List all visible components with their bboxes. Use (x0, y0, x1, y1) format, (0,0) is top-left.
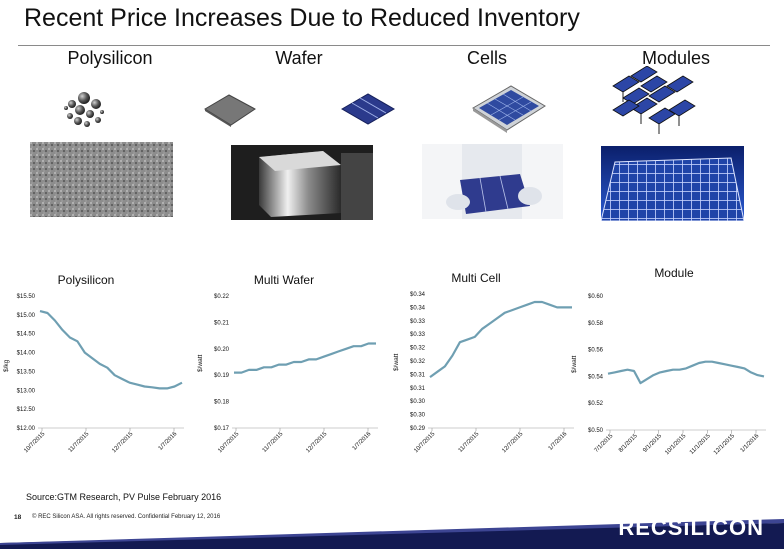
x-tick-label: 10/1/2015 (664, 433, 688, 457)
x-tick-label: 11/7/2015 (68, 431, 91, 454)
x-tick-label: 11/1/2015 (689, 433, 712, 456)
rec-silicon-logo: RECSiLICON (618, 515, 764, 540)
x-tick-label: 9/1/2015 (642, 433, 663, 454)
y-axis-label: $/watt (197, 354, 204, 372)
y-tick-label: $14.50 (17, 332, 36, 338)
x-tick-label: 1/7/2016 (352, 431, 373, 452)
x-tick-label: 8/1/2015 (618, 433, 639, 454)
x-tick-label: 12/7/2015 (111, 431, 135, 455)
y-tick-label: $0.33 (410, 332, 426, 338)
y-tick-label: $0.20 (214, 347, 230, 353)
y-tick-label: $0.17 (214, 426, 230, 432)
y-tick-label: $0.34 (410, 305, 426, 311)
y-tick-label: $14.00 (17, 351, 36, 357)
y-tick-label: $0.54 (588, 374, 604, 380)
y-tick-label: $15.50 (17, 294, 36, 300)
x-tick-label: 10/7/2015 (413, 431, 437, 455)
chart-title: Multi Wafer (254, 273, 314, 287)
y-tick-label: $0.18 (214, 400, 230, 406)
stage-label-polysilicon: Polysilicon (67, 48, 153, 68)
x-tick-label: 10/7/2015 (217, 431, 241, 455)
y-tick-label: $12.00 (17, 426, 36, 432)
y-tick-label: $0.33 (410, 319, 426, 325)
y-tick-label: $0.19 (214, 373, 230, 379)
y-tick-label: $0.29 (410, 426, 426, 432)
y-tick-label: $0.60 (588, 294, 604, 300)
y-tick-label: $0.50 (588, 428, 604, 434)
y-tick-label: $0.56 (588, 348, 604, 354)
slide-title: Recent Price Increases Due to Reduced In… (24, 4, 580, 32)
polysilicon-granules-photo (30, 142, 173, 217)
y-tick-label: $15.00 (17, 313, 36, 319)
source-note: Source:GTM Research, PV Pulse February 2… (26, 492, 222, 502)
module-price-chart: Module $/watt $0.60 $0.58 $0.56 $0.54 $0.52 $0.… (571, 266, 766, 457)
cut-wafer-icon (340, 91, 396, 132)
multi-cell-price-chart: Multi Cell $/watt $0.34 $0.34 $0.33 $0.33 $0.3… (393, 271, 574, 455)
x-tick-label: 1/7/2016 (548, 431, 569, 452)
y-tick-label: $0.30 (410, 399, 426, 405)
stage-label-modules: Modules (641, 48, 711, 68)
y-tick-label: $0.52 (588, 401, 604, 407)
price-series-line (607, 360, 765, 385)
y-tick-label: $0.22 (214, 294, 230, 300)
y-axis-label: $/kg (3, 359, 10, 372)
x-tick-label: 12/1/2015 (713, 433, 737, 457)
y-tick-label: $0.58 (588, 321, 604, 327)
y-tick-label: $0.31 (410, 386, 426, 392)
y-tick-label: $0.30 (410, 413, 426, 419)
x-tick-label: 7/1/2015 (594, 433, 615, 454)
chart-title: Polysilicon (58, 273, 115, 287)
polysilicon-chunks-icon (62, 90, 106, 133)
footer-band (0, 519, 784, 549)
y-tick-label: $0.21 (214, 320, 230, 326)
price-series-line (234, 342, 376, 374)
x-tick-label: 12/7/2015 (305, 431, 329, 455)
x-tick-label: 1/7/2016 (158, 431, 179, 452)
y-tick-label: $0.32 (410, 359, 426, 365)
stage-label-wafer: Wafer (275, 48, 323, 68)
silicon-ingot-photo (231, 145, 373, 220)
x-tick-label: 10/7/2015 (23, 431, 47, 455)
copyright-notice: © REC Silicon ASA. All rights reserved. … (32, 514, 221, 520)
y-tick-label: $13.00 (17, 388, 36, 394)
raw-wafer-icon (203, 93, 257, 132)
x-tick-label: 12/7/2015 (501, 431, 525, 455)
x-tick-label: 11/7/2015 (262, 431, 285, 454)
title-divider (18, 45, 770, 46)
stage-label-cells: Cells (466, 48, 507, 68)
solar-cell-panel-icon (471, 82, 547, 139)
polysilicon-price-chart: Polysilicon $/kg $15.50 $15.00 $14.50 $14.00 $… (3, 273, 184, 455)
price-series-line (39, 310, 183, 390)
chart-title: Multi Cell (451, 271, 500, 285)
x-tick-label: 1/1/2016 (740, 433, 761, 454)
chart-title: Module (654, 266, 694, 280)
multi-wafer-price-chart: Multi Wafer $/watt $0.22 $0.21 $0.20 $0.19 $0.… (197, 273, 378, 455)
page-number: 18 (14, 514, 22, 521)
price-series-line (429, 300, 572, 378)
y-tick-label: $0.34 (410, 292, 426, 298)
y-axis-label: $/watt (571, 355, 578, 373)
y-tick-label: $0.31 (410, 372, 426, 378)
y-axis-label: $/watt (393, 353, 400, 371)
solar-module-array-icon (609, 65, 699, 149)
y-tick-label: $12.50 (17, 407, 36, 413)
x-tick-label: 11/7/2015 (458, 431, 481, 454)
solar-module-photo (601, 146, 744, 221)
solar-cell-handling-photo (422, 144, 563, 219)
y-tick-label: $13.50 (17, 369, 36, 375)
y-tick-label: $0.32 (410, 346, 426, 352)
